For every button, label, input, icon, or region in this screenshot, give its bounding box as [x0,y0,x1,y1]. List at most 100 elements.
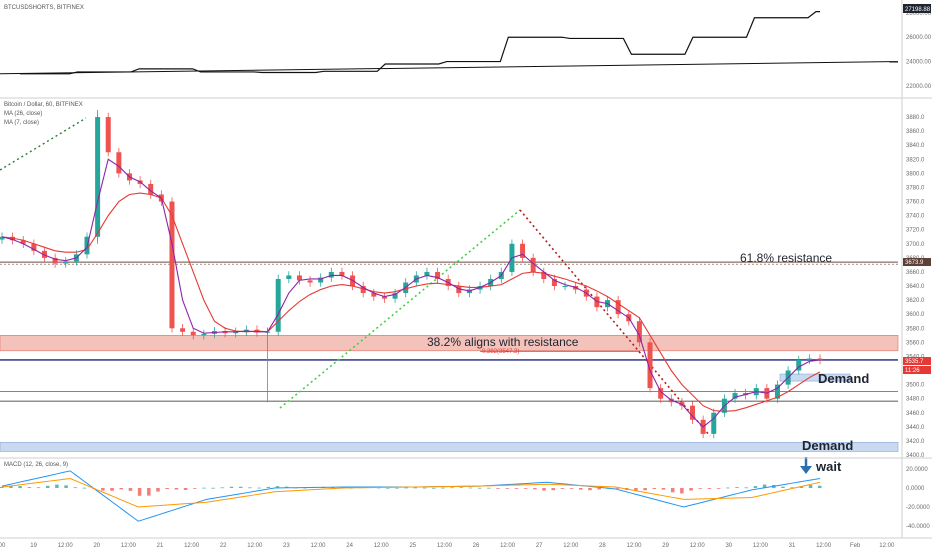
candle-body [169,201,175,329]
shorts-trendline [0,61,899,75]
macd-histogram-bar [652,488,657,489]
time-axis-tick: 12:00 [247,543,263,549]
candle-body [0,236,5,240]
candle-body [31,243,37,251]
candle-body [41,250,47,258]
top-last-price-badge: 27198.88 [903,4,931,13]
candle-body [296,275,302,281]
macd-histogram-bar [514,488,519,489]
macd-histogram-bar [588,488,592,491]
candle-body [318,277,324,283]
candle-body [307,280,313,283]
macd-histogram-bar [82,487,87,489]
candle-body [275,278,281,332]
last-price-badge: 3535.7 [903,357,931,365]
macd-histogram-bar [762,484,767,488]
candle-body [339,271,345,276]
price-axis-tick: 3420.0 [906,439,925,445]
svg-text:3673.9: 3673.9 [905,260,924,266]
macd-histogram-bar [799,486,804,488]
ma-long-legend: MA (26, close) [4,111,42,117]
macd-axis-tick: 20.0000 [906,467,928,473]
candle-body [658,388,664,399]
shorts-axis-tick: 28000.00 [906,11,932,17]
time-axis-tick: 28 [599,543,606,549]
price-panel: 3880.0 3860.0 3840.0 3820.0 3800.0 3780.0 3760… [0,110,925,459]
price-axis-tick: 3800.0 [906,171,925,177]
time-axis-tick: 29 [662,543,669,549]
macd-histogram-bar [597,488,601,490]
macd-histogram-bar [45,485,50,488]
time-axis-tick: 12:00 [437,543,453,549]
price-axis-tick: 3740.0 [906,214,925,220]
candle-body [775,384,781,399]
price-axis-tick: 3760.0 [906,200,925,206]
price-axis-tick: 3560.0 [906,340,925,346]
time-axis-tick: Feb [850,543,861,549]
macd-histogram-bar [431,487,436,489]
macd-histogram-bar [9,485,13,488]
macd-histogram-bar [680,488,684,494]
macd-panel: 20.0000 0.0000 -20.0000 -40.0000 [0,457,930,530]
time-axis-tick: 12:00 [121,543,137,549]
candle-body [20,240,26,244]
time-axis-tick: 12:00 [563,543,579,549]
svg-text:27198.88: 27198.88 [905,7,931,13]
price-axis-tick: 3880.0 [906,115,925,121]
time-axis-tick: 23 [283,543,290,549]
macd-histogram-bar [266,486,271,488]
down-arrow-icon-head [800,466,812,474]
time-axis-tick: 19 [30,543,37,549]
ma-long-line [1,192,821,412]
annotation-618-resistance: 61.8% resistance [740,251,832,265]
macd-histogram-bar [808,485,813,488]
macd-histogram-bar [413,487,418,489]
macd-histogram-bar [220,487,225,489]
macd-histogram-bar [211,487,215,489]
resistance-zone [0,335,899,352]
macd-histogram-bar [707,488,712,489]
swing-line-1 [0,117,87,171]
macd-line [1,470,821,522]
price-axis-tick: 3400.0 [906,453,925,459]
time-axis-tick: 12:00 [816,543,832,549]
macd-histogram-bar [248,487,252,489]
shorts-panel: 28000.00 26000.00 24000.00 22000.00 [0,11,932,90]
time-axis-tick: 12:00 [58,543,74,549]
candle-body [711,412,717,434]
time-axis-tick: 12:00 [690,543,706,549]
shorts-series-line [20,11,820,75]
macd-histogram-bar [542,488,546,491]
macd-histogram-bar [128,488,133,491]
macd-histogram-bar [441,487,445,489]
macd-histogram-bar [450,487,454,489]
shorts-axis-tick: 22000.00 [906,84,932,90]
macd-histogram-bar [753,486,758,488]
price-axis-tick: 3440.0 [906,425,925,431]
price-axis-tick: 3500.0 [906,383,925,389]
price-axis-tick: 3660.0 [906,270,925,276]
candle-body [201,333,207,336]
candle-body [690,405,696,420]
macd-histogram-bar [735,487,739,488]
time-axis-tick: 12:00 [374,543,390,549]
macd-histogram-bar [73,487,78,489]
macd-histogram-bar [643,488,647,491]
macd-histogram-bar [560,488,565,489]
macd-histogram-bar [496,488,500,489]
candle-body [328,271,334,278]
macd-histogram-bar [386,487,390,489]
price-axis-tick: 3840.0 [906,143,925,149]
candle-body [541,271,547,279]
macd-histogram-bar [615,488,620,489]
macd-histogram-bar [284,486,289,488]
macd-histogram-bar [275,486,280,488]
macd-histogram-bar [661,488,666,490]
candle-body [381,296,387,299]
macd-histogram-bar [183,488,188,491]
time-axis-tick: 12:00 [753,543,769,549]
macd-histogram-bar [202,487,206,489]
macd-histogram-bar [137,488,142,496]
macd-axis-tick: 0.0000 [906,486,925,492]
